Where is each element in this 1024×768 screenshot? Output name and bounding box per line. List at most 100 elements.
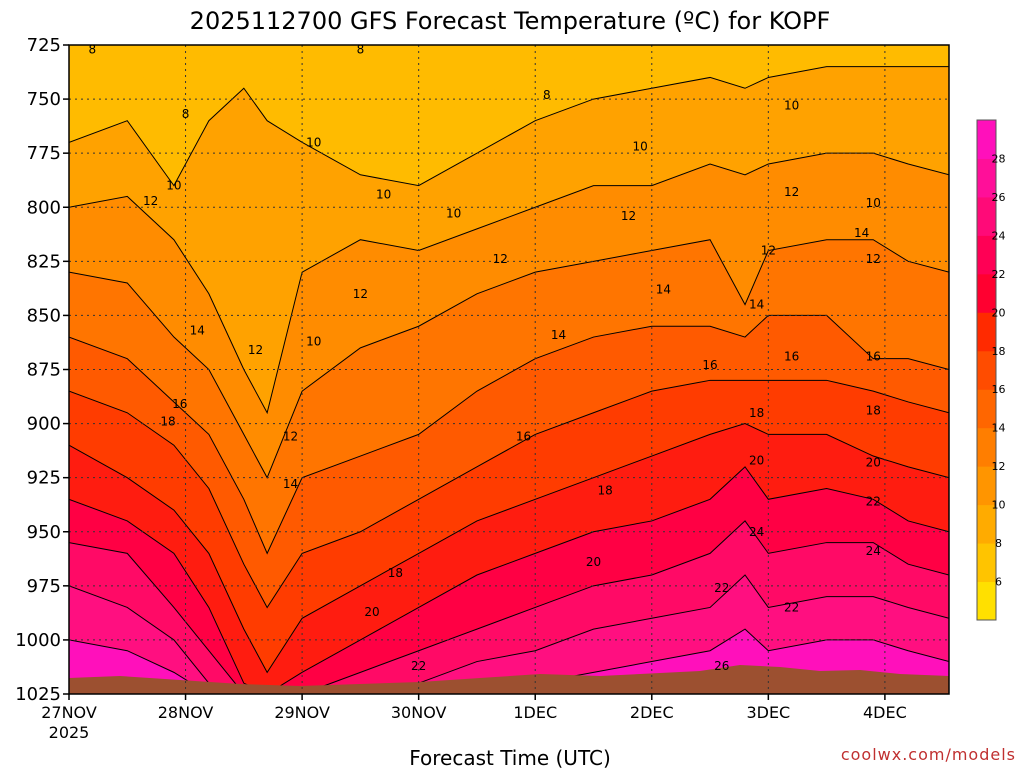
contour-label: 8 [182, 107, 190, 121]
y-tick-1025: 1025 [15, 684, 61, 705]
contour-label: 14 [283, 477, 298, 491]
contour-label: 18 [160, 414, 175, 428]
colorbar-band-16 [977, 350, 996, 390]
contour-label: 20 [364, 605, 379, 619]
y-tick-925: 925 [27, 468, 61, 489]
isotherm-16 [69, 314, 949, 555]
contour-label: 20 [866, 456, 881, 470]
contour-label: 20 [749, 453, 764, 467]
contour-label: 10 [306, 334, 321, 348]
contour-label: 18 [388, 566, 403, 580]
colorbar-band-8 [977, 504, 996, 544]
contour-label: 22 [714, 581, 729, 595]
contour-label: 8 [543, 88, 551, 102]
contour-label: 10 [166, 179, 181, 193]
contour-label: 12 [493, 252, 508, 266]
contour-label: 26 [714, 659, 729, 673]
y-tick-950: 950 [27, 522, 61, 543]
y-tick-1000: 1000 [15, 630, 61, 651]
colorbar-band-22 [977, 235, 996, 275]
contour-label: 12 [248, 343, 263, 357]
x-axis-label: Forecast Time (UTC) [409, 746, 611, 768]
contour-labels: 8 8 8 8 10 10 10 10 10 10 10 10 12 12 12 12 12 12 12 12 12 14… [88, 42, 881, 673]
x-tick-1DEC: 1DEC [513, 703, 557, 722]
contour-label: 12 [621, 209, 636, 223]
colorbar-band-12 [977, 427, 996, 467]
y-tick-825: 825 [27, 251, 61, 272]
contour-label: 24 [866, 544, 881, 558]
colorbar-tick-18: 18 [992, 345, 1006, 358]
contour-label: 10 [632, 140, 647, 154]
isotherm-24 [69, 520, 949, 694]
y-tick-975: 975 [27, 576, 61, 597]
contour-label: 20 [586, 555, 601, 569]
contour-label: 18 [749, 406, 764, 420]
contour-label: 22 [866, 494, 881, 508]
x-tick-3DEC: 3DEC [746, 703, 790, 722]
x-tick-27NOV: 27NOV [41, 703, 97, 722]
contour-label: 8 [357, 42, 365, 56]
y-tick-725: 725 [27, 35, 61, 56]
chart-title: 2025112700 GFS Forecast Temperature (ºC)… [190, 7, 831, 35]
colorbar-band-24 [977, 196, 996, 236]
colorbar: 6 8 10 12 14 16 18 20 22 24 26 28 [976, 119, 1006, 621]
contour-label: 22 [411, 659, 426, 673]
contour-label: 16 [702, 358, 717, 372]
contour-label: 12 [784, 185, 799, 199]
y-tick-750: 750 [27, 89, 61, 110]
colorbar-band-6 [977, 543, 996, 583]
x-tick-4DEC: 4DEC [863, 703, 907, 722]
contour-label: 14 [749, 298, 764, 312]
contour-label: 22 [784, 600, 799, 614]
colorbar-tick-26: 26 [992, 191, 1006, 204]
colorbar-tick-14: 14 [992, 422, 1006, 435]
x-axis: 27NOV 28NOV 29NOV 30NOV 1DEC 2DEC 3DEC 4DEC [41, 694, 907, 722]
colorbar-band-26 [977, 158, 996, 198]
y-axis: 725 750 775 800 825 850 875 900 925 950 975 1000 102… [15, 35, 69, 705]
credit-text: coolwx.com/models [841, 745, 1016, 764]
contour-label: 14 [854, 226, 869, 240]
contour-label: 8 [88, 42, 96, 56]
colorbar-tick-22: 22 [992, 268, 1006, 281]
isotherm-14 [69, 239, 949, 479]
x-year-label: 2025 [49, 723, 90, 742]
y-tick-800: 800 [27, 197, 61, 218]
contour-label: 12 [283, 430, 298, 444]
contour-label: 14 [551, 328, 566, 342]
colorbar-tick-12: 12 [992, 460, 1006, 473]
y-tick-775: 775 [27, 143, 61, 164]
contour-label: 10 [446, 207, 461, 221]
ground-terrain [69, 665, 949, 694]
colorbar-tick-6: 6 [995, 576, 1002, 589]
x-tick-2DEC: 2DEC [630, 703, 674, 722]
isotherm-18 [69, 379, 949, 609]
colorbar-tick-16: 16 [992, 383, 1006, 396]
isotherm-22 [69, 466, 949, 694]
contour-label: 16 [172, 397, 187, 411]
x-tick-30NOV: 30NOV [391, 703, 447, 722]
gridlines [69, 45, 949, 694]
colorbar-tick-20: 20 [992, 306, 1006, 319]
y-tick-900: 900 [27, 414, 61, 435]
contour-label: 16 [516, 430, 531, 444]
contour-label: 10 [784, 99, 799, 113]
isotherm-10 [69, 66, 949, 187]
contour-label: 12 [143, 194, 158, 208]
colorbar-band-4 [977, 581, 996, 621]
contour-label: 10 [866, 196, 881, 210]
colorbar-band-28 [977, 120, 996, 159]
contour-label: 16 [866, 350, 881, 364]
colorbar-band-20 [977, 273, 996, 313]
contour-label: 18 [598, 484, 613, 498]
contour-label: 18 [866, 404, 881, 418]
contour-label: 10 [306, 135, 321, 149]
y-tick-850: 850 [27, 305, 61, 326]
colorbar-tick-8: 8 [995, 537, 1002, 550]
y-tick-875: 875 [27, 360, 61, 381]
x-tick-28NOV: 28NOV [158, 703, 214, 722]
contour-label: 12 [866, 252, 881, 266]
colorbar-band-18 [977, 312, 996, 352]
colorbar-tick-10: 10 [992, 499, 1006, 512]
isotherm-12 [69, 152, 949, 415]
